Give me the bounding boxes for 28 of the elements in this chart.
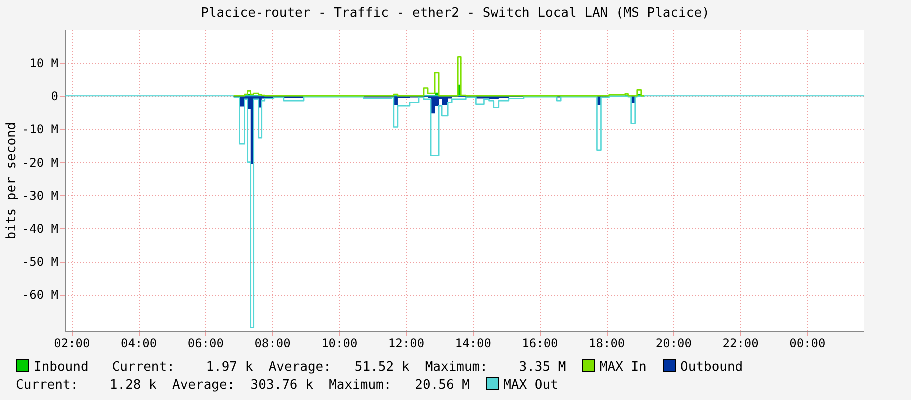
x-tick-label: 00:00 bbox=[790, 336, 826, 350]
x-tick-label: 14:00 bbox=[455, 336, 492, 350]
x-tick-label: 16:00 bbox=[522, 336, 558, 350]
x-tick-label: 12:00 bbox=[388, 336, 425, 350]
x-tick-label: 22:00 bbox=[722, 336, 759, 350]
y-axis-title: bits per second bbox=[4, 122, 20, 240]
x-tick-label: 02:00 bbox=[54, 336, 90, 350]
chart-title: Placice-router - Traffic - ether2 - Switch Local LAN (MS Placice) bbox=[200, 6, 711, 23]
x-tick-label: 04:00 bbox=[120, 336, 158, 350]
y-tick-label: 10 M bbox=[30, 56, 58, 71]
y-tick-label: -60 M bbox=[22, 288, 58, 302]
legend-label: Inbound bbox=[33, 360, 90, 375]
text: Current: 1.97 k Average: 51.52 k Maximum: 3.35 M bbox=[111, 360, 568, 375]
x-tick-label: 10:00 bbox=[322, 336, 358, 350]
x-tick-label: 20:00 bbox=[656, 336, 692, 350]
y-tick-label: -40 M bbox=[22, 222, 58, 236]
legend-label: MAX Out bbox=[502, 378, 560, 393]
y-tick-label: -10 M bbox=[22, 122, 58, 137]
x-tick-label: 06:00 bbox=[188, 336, 224, 350]
text: Current: 1.28 k Average: 303.76 k Maximum: 20.56 M bbox=[16, 378, 471, 393]
y-tick-label: -30 M bbox=[22, 188, 58, 203]
legend-label: MAX In bbox=[598, 360, 648, 375]
y-tick-label: 0 bbox=[51, 90, 58, 104]
legend-label: Outbound bbox=[680, 360, 744, 375]
y-tick-label: -20 M bbox=[22, 156, 58, 170]
y-tick-label: -50 M bbox=[22, 255, 58, 270]
x-tick-label: 18:00 bbox=[589, 336, 626, 350]
x-tick-label: 08:00 bbox=[254, 336, 291, 350]
